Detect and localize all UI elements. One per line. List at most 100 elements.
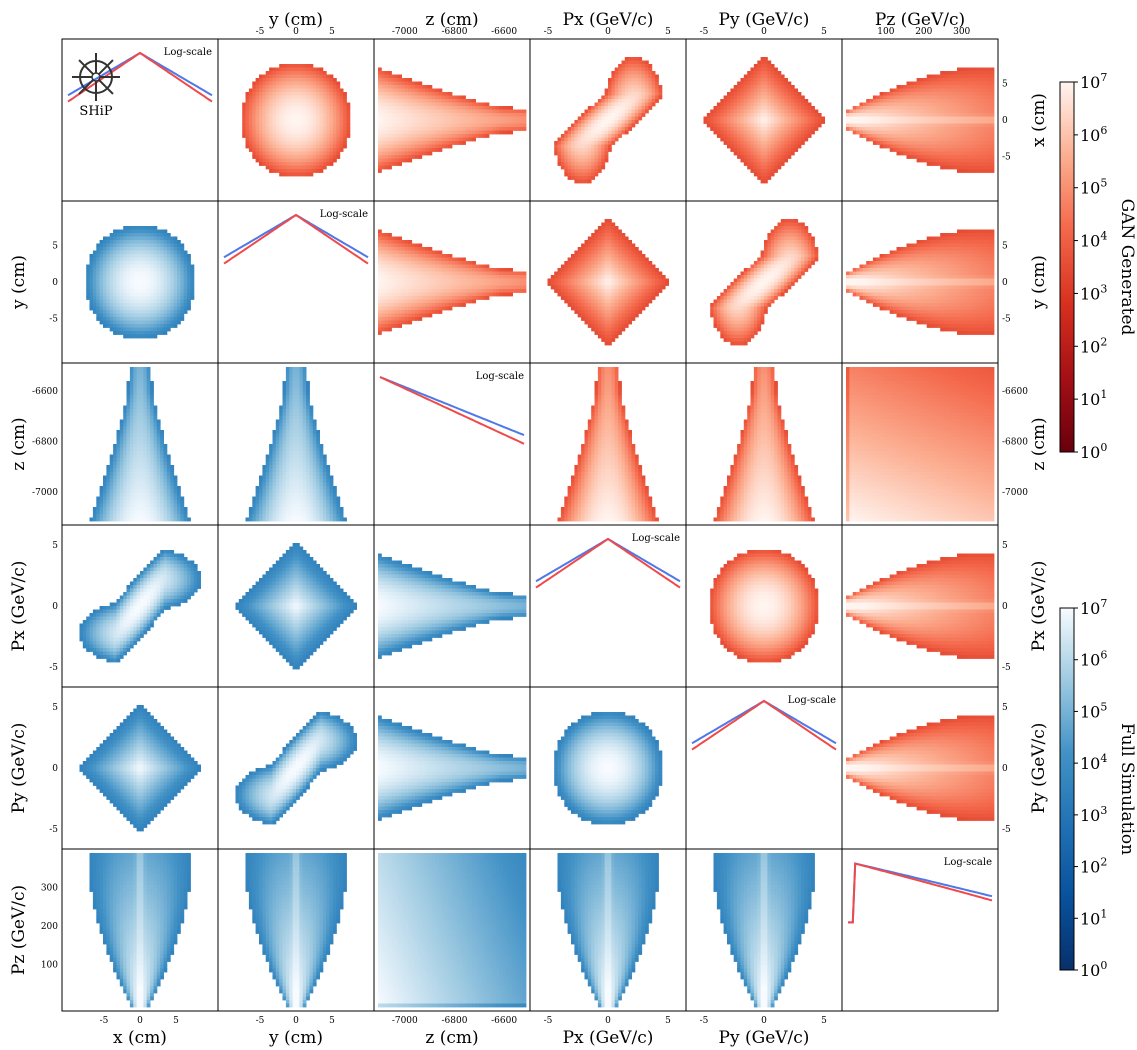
panel-y-z [374, 201, 530, 363]
panel-pz-px [530, 849, 686, 1011]
tick-label-z: -6600 [491, 27, 517, 37]
panel-pz-y [218, 849, 374, 1011]
top-axis-label-y: y (cm) [268, 10, 323, 30]
left-axis-label-y: y (cm) [9, 255, 29, 310]
left-axis-label-py: Py (GeV/c) [9, 723, 29, 814]
panel-x-x: Log-scale SHiP [62, 39, 218, 201]
tick-label-x: 5 [1002, 80, 1008, 90]
colorbar-tick-label: 101 [1080, 388, 1107, 409]
tick-label-y: 5 [1002, 242, 1008, 252]
left-axis-label-z: z (cm) [9, 417, 29, 470]
panel-pz-z [374, 849, 530, 1011]
panel-px-py [686, 525, 842, 687]
tick-label-py: 5 [821, 27, 827, 37]
tick-label-px: -5 [544, 1016, 553, 1026]
bottom-axis-label-py: Py (GeV/c) [719, 1028, 810, 1048]
panel-py-pz [842, 687, 998, 849]
panel-x-z [374, 39, 530, 201]
panel-z-pz [842, 363, 998, 525]
tick-label-py: 0 [52, 764, 58, 774]
tick-label-px: 5 [1002, 541, 1008, 551]
tick-label-y: -5 [49, 315, 58, 325]
log-scale-note: Log-scale [320, 209, 368, 220]
panel-py-y [218, 687, 374, 849]
tick-label-py: -5 [49, 825, 58, 835]
tick-label-y: 0 [1002, 278, 1008, 288]
tick-label-py: 0 [761, 1016, 767, 1026]
panel-y-x [62, 201, 218, 363]
panel-pz-x [62, 849, 218, 1011]
colorbar-tick-label: 100 [1080, 959, 1107, 980]
panel-z-px [530, 363, 686, 525]
left-axis-label-pz: Pz (GeV/c) [9, 885, 29, 975]
colorbar-tick-label: 105 [1080, 700, 1107, 721]
log-scale-note: Log-scale [476, 371, 524, 382]
tick-label-y: 0 [293, 1016, 299, 1026]
tick-label-z: -7000 [392, 27, 418, 37]
panel-py-px [530, 687, 686, 849]
tick-label-px: 5 [665, 1016, 671, 1026]
top-axis-label-z: z (cm) [425, 10, 478, 30]
colorbar-tick-label: 101 [1080, 907, 1107, 928]
tick-label-x: 0 [1002, 116, 1008, 126]
tick-label-z: -6800 [1002, 438, 1028, 448]
panel-px-z [374, 525, 530, 687]
tick-label-z: -6800 [32, 438, 58, 448]
tick-label-x: 5 [173, 1016, 179, 1026]
bottom-axis-label-x: x (cm) [113, 1028, 167, 1048]
tick-label-px: 5 [52, 541, 58, 551]
panel-py-py: Log-scale [686, 687, 842, 849]
colorbar-tick-label: 102 [1080, 856, 1107, 877]
right-axis-label-y: y (cm) [1029, 255, 1049, 310]
panel-px-px: Log-scale [530, 525, 686, 687]
tick-label-py: -5 [700, 27, 709, 37]
tick-label-px: -5 [49, 663, 58, 673]
tick-label-py: 0 [1002, 764, 1008, 774]
panel-pz-pz: Log-scale [842, 849, 998, 1011]
tick-label-y: 5 [329, 27, 335, 37]
tick-label-pz: 200 [41, 922, 58, 932]
right-axis-label-x: x (cm) [1029, 93, 1049, 147]
panel-py-x [62, 687, 218, 849]
right-axis-label-py: Py (GeV/c) [1029, 723, 1049, 814]
colorbar-title: GAN Generated [1117, 199, 1137, 336]
tick-label-px: 0 [1002, 602, 1008, 612]
panel-px-pz [842, 525, 998, 687]
panel-z-z: Log-scale [374, 363, 530, 525]
panel-x-py [686, 39, 842, 201]
colorbar-tick-label: 104 [1080, 230, 1107, 251]
right-axis-label-z: z (cm) [1029, 417, 1049, 470]
ship-logo-text: SHiP [79, 104, 112, 119]
panel-x-pz [842, 39, 998, 201]
top-axis-label-py: Py (GeV/c) [719, 10, 810, 30]
panel-px-x [62, 525, 218, 687]
tick-label-py: -5 [1002, 825, 1011, 835]
tick-label-y: 5 [329, 1016, 335, 1026]
log-scale-note: Log-scale [788, 695, 836, 706]
log-scale-note: Log-scale [164, 47, 212, 58]
colorbar-title: Full Simulation [1117, 723, 1137, 855]
tick-label-px: 0 [605, 1016, 611, 1026]
tick-label-y: -5 [256, 27, 265, 37]
panel-z-x [62, 363, 218, 525]
panel-y-y: Log-scale [218, 201, 374, 363]
tick-label-z: -7000 [32, 488, 58, 498]
panel-pz-py [686, 849, 842, 1011]
panel-py-z [374, 687, 530, 849]
colorbar-tick-label: 103 [1080, 804, 1107, 825]
tick-label-px: 0 [52, 602, 58, 612]
panel-z-py [686, 363, 842, 525]
tick-label-y: 0 [52, 278, 58, 288]
panel-y-pz [842, 201, 998, 363]
top-axis-label-px: Px (GeV/c) [563, 10, 654, 30]
tick-label-px: 5 [665, 27, 671, 37]
colorbar-tick-label: 107 [1080, 71, 1107, 92]
panel-px-y [218, 525, 374, 687]
panel-grid: Log-scaleSHiPLog-scaleLog-scaleLog-scale… [62, 39, 998, 1011]
tick-label-x: -5 [1002, 153, 1011, 163]
colorbar-tick-label: 104 [1080, 752, 1107, 773]
bottom-axis-label-z: z (cm) [425, 1028, 478, 1048]
tick-label-y: -5 [1002, 315, 1011, 325]
tick-label-z: -6800 [442, 1016, 468, 1026]
